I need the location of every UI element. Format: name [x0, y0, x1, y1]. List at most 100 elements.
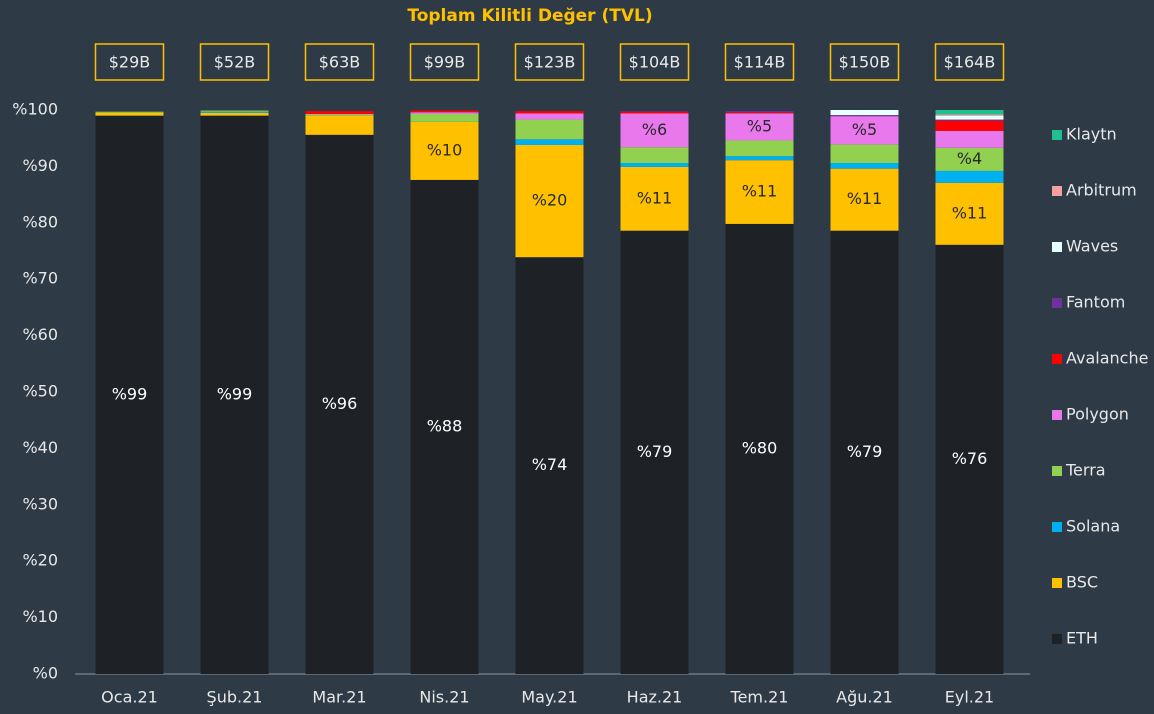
- bar-segment: [935, 130, 1004, 148]
- legend-label: Arbitrum: [1066, 181, 1137, 200]
- bar-segment: [620, 166, 689, 231]
- bar-segment: [725, 111, 794, 113]
- y-tick-label: %20: [22, 551, 58, 570]
- tvl-label: $63B: [319, 53, 361, 72]
- x-tick-label: Ağu.21: [836, 688, 893, 707]
- bar-segment: [410, 179, 479, 674]
- tvl-box: [724, 43, 795, 81]
- bar-segment: [830, 144, 899, 164]
- legend-label: Solana: [1066, 517, 1120, 536]
- bar-segment: [305, 113, 374, 115]
- y-tick-label: %80: [22, 212, 58, 231]
- legend-swatch: [1052, 242, 1062, 252]
- bar-segment: [515, 144, 584, 258]
- bar-segment: [305, 115, 374, 135]
- y-tick-label: %50: [22, 382, 58, 401]
- y-tick-label: %0: [33, 664, 58, 683]
- legend-swatch: [1052, 634, 1062, 644]
- data-label: %74: [532, 455, 568, 474]
- bar-segment: [200, 115, 269, 674]
- tvl-box: [514, 43, 585, 81]
- y-tick-label: %10: [22, 607, 58, 626]
- legend-label: Klaytn: [1066, 125, 1117, 144]
- data-label: %10: [427, 140, 463, 159]
- tvl-label: $29B: [109, 53, 151, 72]
- x-tick-label: Tem.21: [730, 688, 789, 707]
- legend-swatch: [1052, 298, 1062, 308]
- data-label: %99: [112, 384, 148, 403]
- x-tick-label: Eyl.21: [945, 688, 994, 707]
- x-tick-label: May.21: [521, 688, 577, 707]
- bar-segment: [725, 112, 794, 114]
- data-label: %5: [852, 120, 877, 139]
- bar-segment: [515, 139, 584, 145]
- x-tick-label: Haz.21: [627, 688, 683, 707]
- bar-segment: [830, 168, 899, 231]
- bar-segment: [830, 230, 899, 675]
- tvl-box: [934, 43, 1005, 81]
- bar-segment: [305, 114, 374, 116]
- bar-segment: [935, 119, 1004, 121]
- tvl-box: [619, 43, 690, 81]
- data-label: %96: [322, 394, 358, 413]
- tvl-label: $99B: [424, 53, 466, 72]
- bar-segment: [725, 160, 794, 224]
- bar-segment: [305, 134, 374, 675]
- legend-swatch: [1052, 130, 1062, 140]
- legend-swatch: [1052, 522, 1062, 532]
- bar-segment: [200, 111, 269, 113]
- data-label: %11: [952, 203, 988, 222]
- bar-segment: [725, 113, 794, 141]
- bar-segment: [620, 230, 689, 675]
- x-tick-label: Mar.21: [312, 688, 366, 707]
- bar-segment: [515, 113, 584, 120]
- tvl-box: [94, 43, 165, 81]
- tvl-label: $150B: [839, 53, 891, 72]
- bar-segment: [725, 140, 794, 157]
- data-label: %11: [637, 188, 673, 207]
- bar-segment: [935, 115, 1004, 120]
- data-label: %99: [217, 384, 253, 403]
- bar-segment: [935, 114, 1004, 116]
- data-label: %79: [637, 442, 673, 461]
- data-label: %11: [847, 189, 883, 208]
- legend-label: BSC: [1066, 573, 1098, 592]
- bar-segment: [200, 110, 269, 112]
- bar-segment: [200, 112, 269, 116]
- tvl-label: $164B: [944, 53, 996, 72]
- data-label: %76: [952, 449, 988, 468]
- bar-segment: [410, 113, 479, 122]
- bar-segment: [410, 121, 479, 180]
- bar-segment: [830, 115, 899, 117]
- bar-segment: [725, 223, 794, 675]
- legend-swatch: [1052, 578, 1062, 588]
- bar-segment: [410, 112, 479, 114]
- data-label: %5: [747, 116, 772, 135]
- tvl-box: [829, 43, 900, 81]
- bar-segment: [935, 147, 1004, 171]
- bar-segment: [515, 257, 584, 674]
- data-label: %4: [957, 149, 982, 168]
- bar-segment: [935, 110, 1004, 115]
- data-label: %20: [532, 191, 568, 210]
- legend-swatch: [1052, 354, 1062, 364]
- bar-segment: [725, 156, 794, 161]
- y-tick-label: %30: [22, 494, 58, 513]
- data-label: %6: [642, 120, 667, 139]
- legend-swatch: [1052, 410, 1062, 420]
- bar-segment: [830, 116, 899, 145]
- bar-segment: [620, 147, 689, 164]
- bar-segment: [410, 110, 479, 113]
- legend-label: Fantom: [1066, 293, 1125, 312]
- bar-segment: [935, 182, 1004, 245]
- y-tick-label: %90: [22, 156, 58, 175]
- data-label: %11: [742, 182, 778, 201]
- tvl-label: $123B: [524, 53, 576, 72]
- bar-segment: [830, 110, 899, 116]
- y-tick-label: %70: [22, 269, 58, 288]
- legend-label: Terra: [1065, 461, 1106, 480]
- bar-segment: [305, 111, 374, 114]
- bar-segment: [620, 113, 689, 148]
- bar-segment: [95, 112, 164, 116]
